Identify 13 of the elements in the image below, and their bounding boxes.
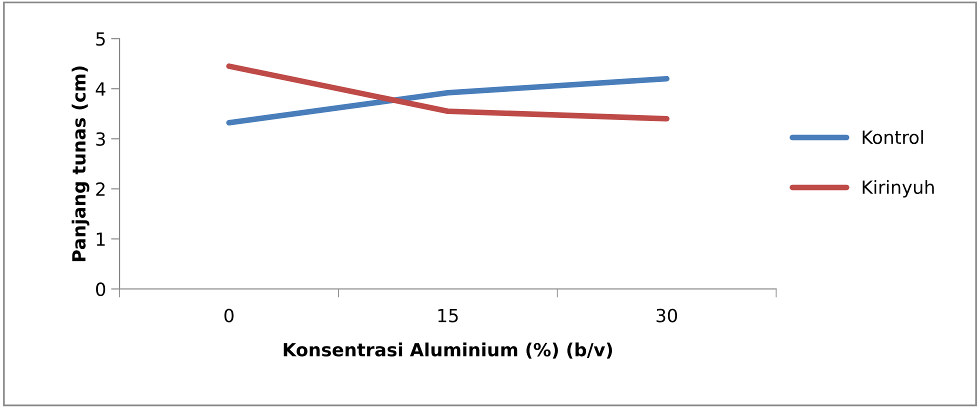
y-tick-label: 2 xyxy=(96,182,105,196)
y-tick-label: 5 xyxy=(96,32,105,46)
y-tick-label: 0 xyxy=(96,282,106,296)
x-axis-title: Konsentrasi Aluminium (%) (b/v) xyxy=(284,342,612,359)
y-axis-title: Panjang tunas (cm) xyxy=(72,66,90,262)
x-tick-label: 15 xyxy=(438,308,458,322)
y-tick-label: 4 xyxy=(96,82,106,96)
x-tick-label: 0 xyxy=(224,308,234,322)
x-tick-label: 30 xyxy=(656,308,678,322)
legend-label: Kontrol xyxy=(862,130,923,144)
y-tick-label: 1 xyxy=(96,232,105,246)
legend-label: Kirinyuh xyxy=(862,180,934,198)
y-tick-label: 3 xyxy=(96,132,105,146)
